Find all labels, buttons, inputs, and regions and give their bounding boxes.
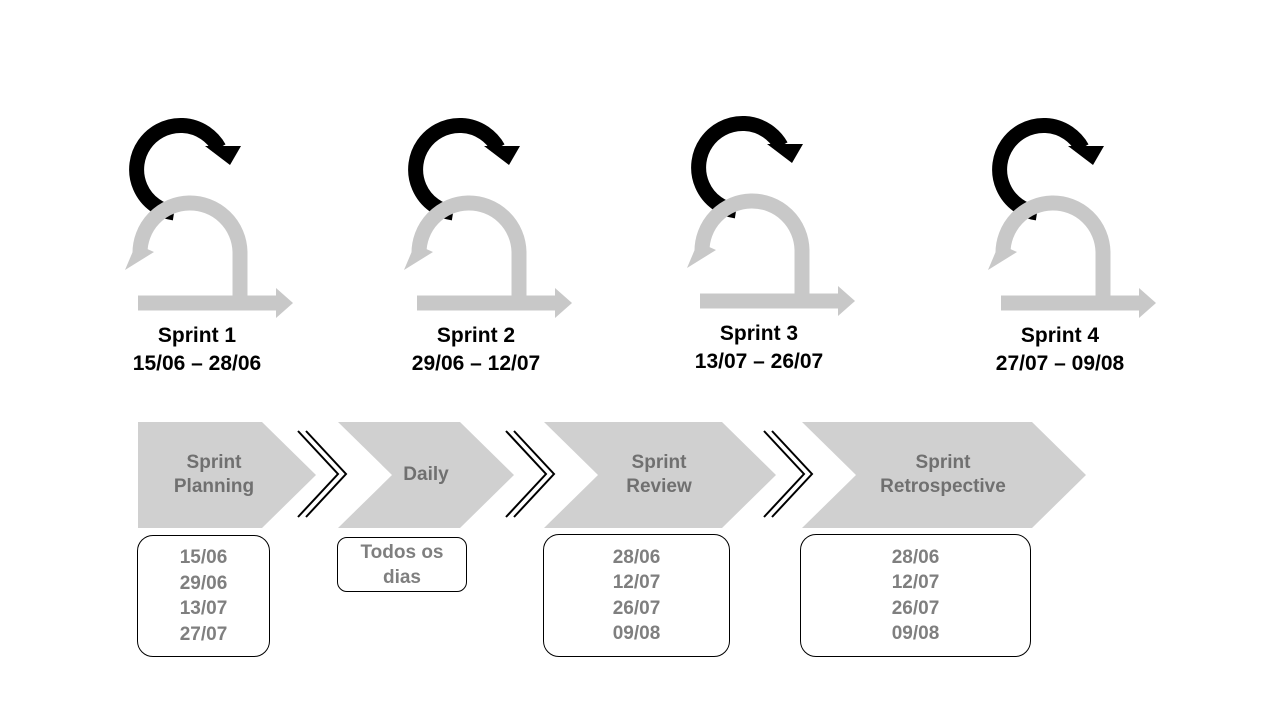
loop-arrowhead-right (838, 286, 855, 316)
chevron-sprint-retrospective (802, 422, 1086, 528)
chevron-sprint-planning (138, 422, 316, 528)
sprint-dates: 29/06 – 12/07 (411, 352, 541, 375)
date-item: 09/08 (612, 623, 661, 644)
date-item: 28/06 (891, 546, 940, 568)
sprint-cycle-icon (988, 118, 1156, 318)
date-item: 29/06 (179, 572, 228, 594)
loop-arrowhead-left (988, 244, 1017, 270)
cycle-arc (408, 118, 505, 221)
chevron-separator-icon (505, 430, 556, 518)
cycle-arc (129, 118, 226, 221)
step-label-sprint-review: Sprint Review (626, 452, 692, 497)
sprint-cycle-icon (125, 118, 293, 318)
date-item: 12/07 (612, 572, 661, 593)
step-label-sprint-planning: Sprint Planning (173, 452, 255, 497)
loop-arrowhead-right (555, 288, 572, 318)
cycle-arc (992, 118, 1089, 221)
sprint-caption-3: Sprint 3 13/07 – 26/07 (659, 320, 859, 376)
date-item: Todos os (360, 541, 444, 563)
chevron-separator-icon (297, 430, 348, 518)
date-item: 26/07 (891, 597, 940, 619)
loop-arc (411, 195, 527, 300)
step-label-sprint-retrospective: Sprint Retrospective (880, 452, 1006, 497)
sprint-cycle-icon (404, 118, 572, 318)
cycle-arc (691, 116, 788, 219)
sprint-title: Sprint 1 (157, 324, 237, 347)
sprint-title: Sprint 2 (436, 324, 516, 347)
separator-line (305, 430, 348, 518)
dates-box-daily: Todos os dias (337, 537, 467, 592)
sprint-caption-2: Sprint 2 29/06 – 12/07 (376, 322, 576, 378)
cycle-arrowhead (484, 146, 520, 165)
loop-arc (995, 195, 1111, 300)
cycle-arrowhead (767, 144, 803, 163)
loop-arrowhead-right (1139, 288, 1156, 318)
chevron-daily (338, 422, 514, 528)
date-item: 13/07 (179, 598, 228, 619)
step-label-daily: Daily (403, 464, 449, 485)
separator-line (505, 430, 548, 518)
date-item: 09/08 (891, 623, 940, 644)
date-item: dias (382, 566, 422, 588)
sprint-title: Sprint 4 (1020, 324, 1100, 347)
sprint-caption-1: Sprint 1 15/06 – 28/06 (97, 322, 297, 378)
dates-box-sprint-retrospective: 28/06 12/07 26/07 09/08 (800, 534, 1031, 657)
separator-line (771, 430, 814, 518)
separator-line (297, 430, 340, 518)
loop-arc (132, 195, 248, 300)
separator-line (763, 430, 806, 518)
sprint-dates: 15/06 – 28/06 (132, 352, 262, 375)
sprint-dates: 27/07 – 09/08 (995, 352, 1125, 375)
loop-arrowhead-left (125, 244, 154, 270)
sprint-caption-4: Sprint 4 27/07 – 09/08 (960, 322, 1160, 378)
chevron-sprint-review (544, 422, 776, 528)
sprint-title: Sprint 3 (719, 322, 799, 345)
date-item: 15/06 (179, 547, 228, 568)
loop-arc (694, 193, 810, 298)
cycle-arrowhead (1068, 146, 1104, 165)
date-item: 28/06 (612, 546, 661, 568)
date-item: 27/07 (179, 623, 228, 645)
sprint-cycle-icon (687, 116, 855, 316)
cycle-arrowhead (205, 146, 241, 165)
sprint-dates: 13/07 – 26/07 (694, 350, 824, 373)
loop-arrowhead-right (276, 288, 293, 318)
date-item: 12/07 (891, 572, 940, 593)
dates-box-sprint-planning: 15/06 29/06 13/07 27/07 (137, 535, 270, 657)
loop-arrowhead-left (404, 244, 433, 270)
chevron-separator-icon (763, 430, 814, 518)
date-item: 26/07 (612, 597, 661, 619)
loop-arrowhead-left (687, 242, 716, 268)
dates-box-sprint-review: 28/06 12/07 26/07 09/08 (543, 534, 730, 657)
separator-line (513, 430, 556, 518)
